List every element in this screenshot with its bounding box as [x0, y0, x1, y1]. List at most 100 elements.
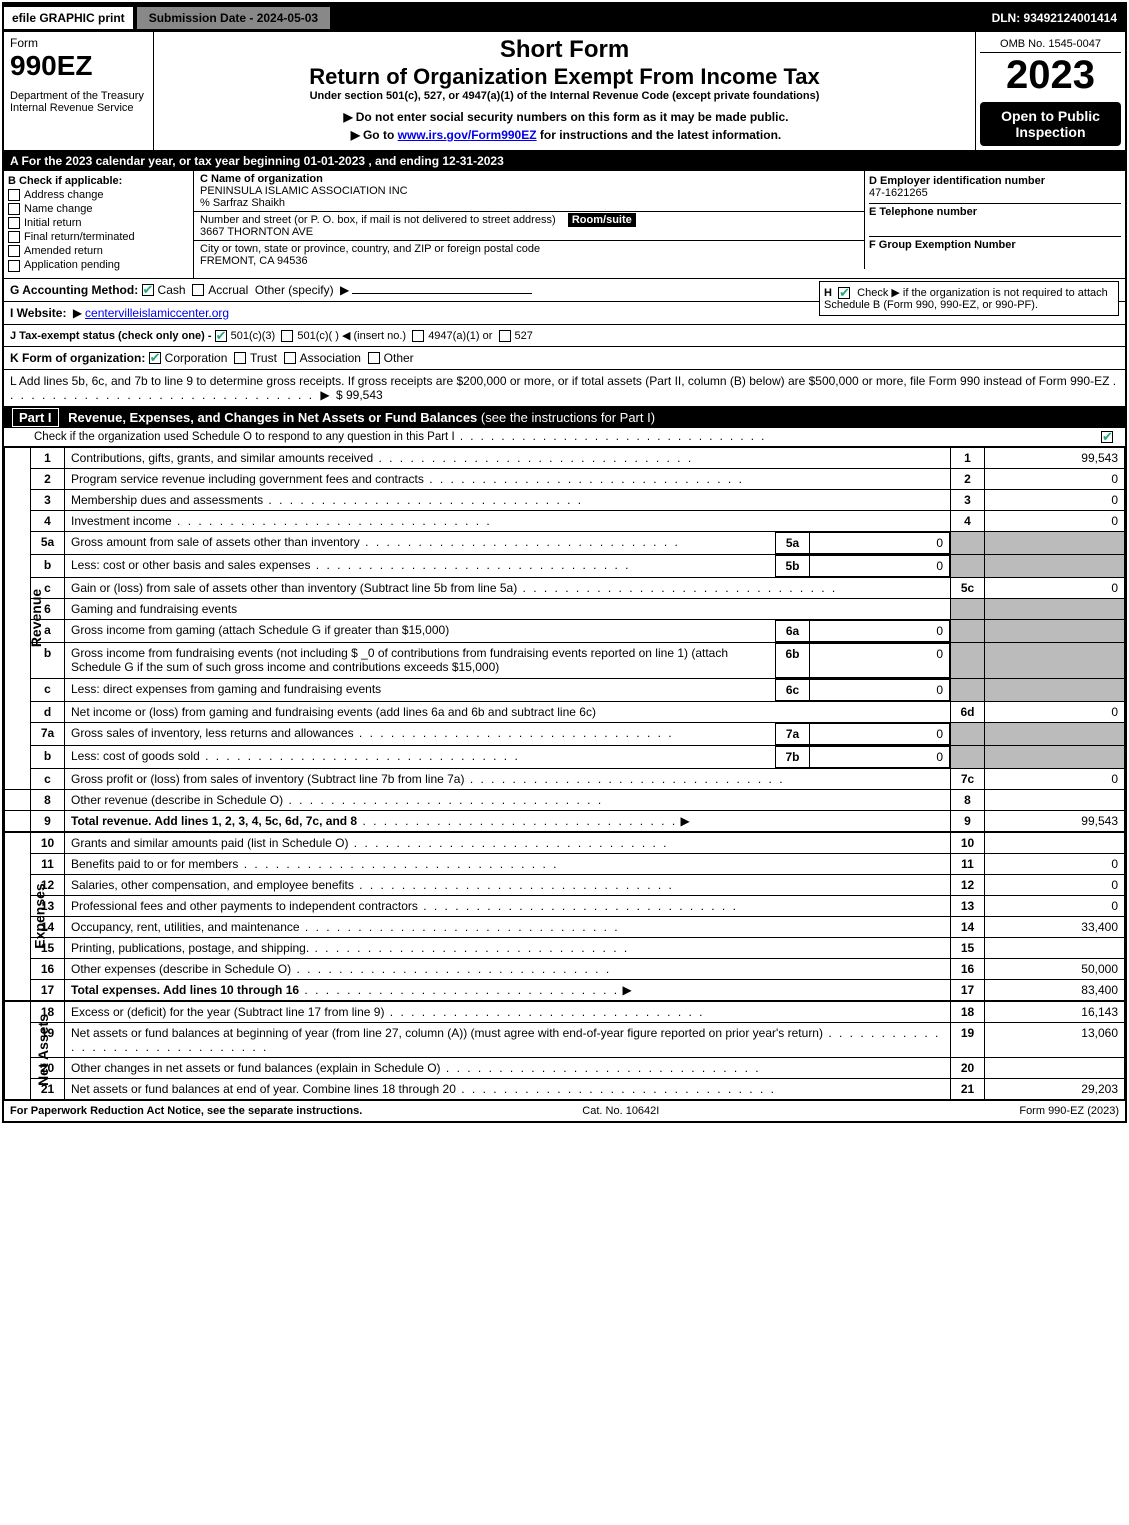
- chk-final-return[interactable]: [8, 231, 20, 243]
- part1-check-note: Check if the organization used Schedule …: [4, 428, 1125, 447]
- chk-corp[interactable]: [149, 352, 161, 364]
- chk-name-change[interactable]: [8, 203, 20, 215]
- chk-assoc[interactable]: [284, 352, 296, 364]
- line-value: 0: [985, 853, 1125, 874]
- table-row: 21Net assets or fund balances at end of …: [5, 1078, 1125, 1099]
- line-desc: Gross income from gaming (attach Schedul…: [71, 623, 449, 637]
- k-other: Other: [384, 351, 414, 365]
- expenses-section-label: Expenses: [5, 832, 31, 1000]
- j-527: 527: [515, 330, 533, 342]
- table-row: 16Other expenses (describe in Schedule O…: [5, 958, 1125, 979]
- sub-value: 0: [810, 723, 950, 744]
- table-row: bLess: cost or other basis and sales exp…: [5, 554, 1125, 577]
- line-desc: Benefits paid to or for members: [71, 857, 238, 871]
- sub-value: 0: [810, 620, 950, 641]
- line-value: 13,060: [985, 1022, 1125, 1057]
- form-id-block: Form 990EZ Department of the Treasury In…: [4, 32, 154, 150]
- line-desc: Gross profit or (loss) from sales of inv…: [71, 772, 464, 786]
- table-row: 20Other changes in net assets or fund ba…: [5, 1057, 1125, 1078]
- line-value: 0: [985, 874, 1125, 895]
- page-footer: For Paperwork Reduction Act Notice, see …: [4, 1100, 1125, 1121]
- line-desc: Gross amount from sale of assets other t…: [71, 535, 360, 549]
- table-row: 12Salaries, other compensation, and empl…: [5, 874, 1125, 895]
- website-link[interactable]: centervilleislamiccenter.org: [85, 306, 229, 320]
- irs-link[interactable]: www.irs.gov/Form990EZ: [398, 128, 537, 142]
- chk-amended-return[interactable]: [8, 245, 20, 257]
- j-4947: 4947(a)(1) or: [428, 330, 492, 342]
- chk-accrual[interactable]: [192, 284, 204, 296]
- line-desc: Other revenue (describe in Schedule O): [71, 793, 283, 807]
- chk-527[interactable]: [499, 330, 511, 342]
- line-desc: Excess or (deficit) for the year (Subtra…: [71, 1005, 384, 1019]
- expenses-table: Expenses 10Grants and similar amounts pa…: [4, 832, 1125, 1001]
- table-row: 17Total expenses. Add lines 10 through 1…: [5, 979, 1125, 1000]
- table-row: bGross income from fundraising events (n…: [5, 642, 1125, 678]
- sub-value: 0: [810, 532, 950, 553]
- line-value: 0: [985, 768, 1125, 789]
- line-value: 0: [985, 489, 1125, 510]
- line-desc: Gross sales of inventory, less returns a…: [71, 726, 354, 740]
- city-label: City or town, state or province, country…: [200, 243, 540, 255]
- e-phone-label: E Telephone number: [869, 203, 1121, 218]
- table-row: 19Net assets or fund balances at beginni…: [5, 1022, 1125, 1057]
- chk-4947[interactable]: [412, 330, 424, 342]
- line-desc: Net income or (loss) from gaming and fun…: [71, 705, 596, 719]
- line-desc: Net assets or fund balances at end of ye…: [71, 1082, 456, 1096]
- chk-label: Address change: [24, 189, 104, 201]
- omb-number: OMB No. 1545-0047: [980, 36, 1121, 53]
- line-value: [985, 937, 1125, 958]
- chk-address-change[interactable]: [8, 189, 20, 201]
- table-row: 2Program service revenue including gover…: [5, 468, 1125, 489]
- chk-cash[interactable]: [142, 284, 154, 296]
- line-value: 99,543: [985, 810, 1125, 831]
- room-label: Room/suite: [568, 213, 636, 227]
- j-501c3: 501(c)(3): [231, 330, 276, 342]
- line-value: 0: [985, 577, 1125, 598]
- chk-application-pending[interactable]: [8, 260, 20, 272]
- chk-501c3[interactable]: [215, 330, 227, 342]
- chk-trust[interactable]: [234, 352, 246, 364]
- table-row: 13Professional fees and other payments t…: [5, 895, 1125, 916]
- table-row: bLess: cost of goods sold7b0: [5, 745, 1125, 768]
- i-label: I Website:: [10, 306, 66, 320]
- chk-label: Name change: [24, 203, 93, 215]
- f-group-label: F Group Exemption Number: [869, 236, 1121, 251]
- table-row: 4Investment income40: [5, 510, 1125, 531]
- part1-check-text: Check if the organization used Schedule …: [34, 431, 455, 443]
- l-text: L Add lines 5b, 6c, and 7b to line 9 to …: [10, 374, 1109, 388]
- col-def: D Employer identification number 47-1621…: [865, 171, 1125, 269]
- table-row: dNet income or (loss) from gaming and fu…: [5, 701, 1125, 722]
- sub-value: 0: [810, 643, 950, 677]
- chk-other-org[interactable]: [368, 352, 380, 364]
- warning-text: Do not enter social security numbers on …: [356, 110, 789, 124]
- sub-value: 0: [810, 679, 950, 700]
- arrow-icon: [317, 388, 332, 402]
- line-desc: Total revenue. Add lines 1, 2, 3, 4, 5c,…: [71, 814, 357, 828]
- chk-initial-return[interactable]: [8, 217, 20, 229]
- line-value: 0: [985, 510, 1125, 531]
- table-row: 11Benefits paid to or for members110: [5, 853, 1125, 874]
- other-label: Other (specify): [255, 283, 334, 297]
- h-lead: H: [824, 287, 832, 299]
- part-number: Part I: [12, 408, 59, 427]
- footer-cat: Cat. No. 10642I: [582, 1105, 659, 1117]
- street-label: Number and street (or P. O. box, if mail…: [200, 214, 556, 226]
- j-label: J Tax-exempt status (check only one) -: [10, 330, 212, 342]
- return-title: Return of Organization Exempt From Incom…: [158, 64, 971, 90]
- line-desc: Gain or (loss) from sale of assets other…: [71, 581, 517, 595]
- chk-501c[interactable]: [281, 330, 293, 342]
- dln-number: DLN: 93492124001414: [984, 7, 1125, 29]
- line-desc: Grants and similar amounts paid (list in…: [71, 836, 348, 850]
- line-desc: Other expenses (describe in Schedule O): [71, 962, 291, 976]
- row-g: G Accounting Method: Cash Accrual Other …: [4, 279, 1125, 302]
- line-value: 16,143: [985, 1001, 1125, 1022]
- efile-print-label: efile GRAPHIC print: [4, 7, 133, 29]
- chk-label: Initial return: [24, 217, 81, 229]
- line-desc: Investment income: [71, 514, 172, 528]
- line-value: 99,543: [985, 447, 1125, 468]
- chk-h[interactable]: [838, 287, 850, 299]
- chk-schedule-o[interactable]: [1101, 431, 1113, 443]
- submission-date: Submission Date - 2024-05-03: [137, 7, 330, 29]
- col-c-org-info: C Name of organizationPENINSULA ISLAMIC …: [194, 171, 865, 269]
- line-desc: Membership dues and assessments: [71, 493, 263, 507]
